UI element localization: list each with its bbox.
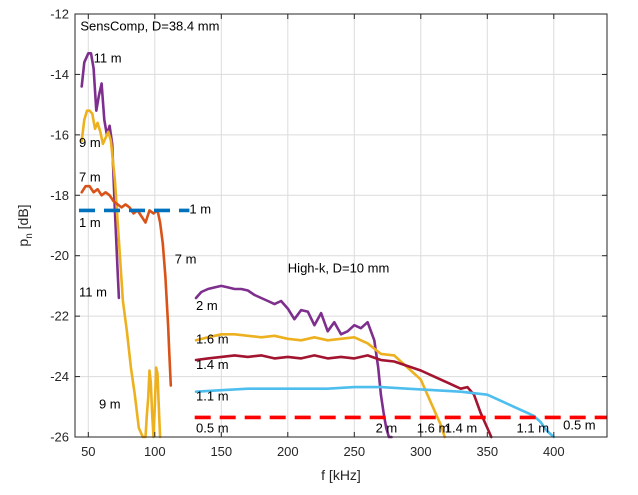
- annotation-label: 0.5 m: [196, 420, 229, 435]
- annotation-label: 1 m: [189, 201, 211, 216]
- annotation-label: 9 m: [99, 396, 121, 411]
- x-tick-label: 200: [277, 444, 299, 459]
- annotation-label: 7 m: [79, 170, 101, 185]
- plot-frame: [74, 13, 608, 438]
- annotation-label: 11 m: [79, 285, 107, 300]
- annotation-label: 1.4 m: [196, 357, 229, 372]
- series-line-high-k-2-m: [194, 284, 393, 439]
- annotation-label: 2 m: [196, 298, 218, 313]
- annotation-label: 11 m: [94, 50, 122, 65]
- y-tick-label: -14: [50, 67, 69, 82]
- x-tick-label: 100: [144, 444, 166, 459]
- axis-ticks: 50 100 150 200 250 300 350 400 -26 -24 -22 -20 -18 -1…: [50, 7, 607, 459]
- annotation-label: SensComp, D=38.4 mm: [80, 19, 219, 34]
- series-line-senscomp-11-m: [80, 51, 121, 300]
- x-axis-title: f [kHz]: [321, 467, 361, 483]
- annotation-label: 0.5 m: [563, 417, 596, 432]
- y-tick-label: -20: [50, 248, 69, 263]
- y-tick-label: -16: [50, 127, 69, 142]
- x-tick-label: 250: [343, 444, 365, 459]
- annotation-label: 1.1 m: [196, 389, 229, 404]
- series-line-high-k-1-6-m: [194, 332, 447, 439]
- series-line-senscomp-9-m: [80, 109, 162, 439]
- annotation-label: 9 m: [79, 135, 101, 150]
- annotation-label: 1.6 m: [417, 420, 450, 435]
- annotation-label: 2 m: [376, 420, 398, 435]
- annotation-label: 7 m: [175, 251, 197, 266]
- y-tick-label: -12: [50, 7, 69, 22]
- annotation-label: 1.4 m: [445, 420, 478, 435]
- annotation-label: 1 m: [79, 215, 101, 230]
- series-line-high-k-1-4-m: [194, 354, 493, 439]
- y-tick-label: -18: [50, 188, 69, 203]
- series-lines: [79, 51, 607, 439]
- y-tick-label: -24: [50, 369, 69, 384]
- y-tick-label: -22: [50, 309, 69, 324]
- x-tick-label: 350: [476, 444, 498, 459]
- y-axis-title: pn [dB]: [15, 204, 35, 246]
- x-tick-label: 300: [410, 444, 432, 459]
- x-tick-label: 50: [81, 444, 95, 459]
- annotations: SensComp, D=38.4 mm High-k, D=10 mm 11 m 9 …: [79, 19, 596, 436]
- x-tick-label: 400: [543, 444, 565, 459]
- annotation-label: High-k, D=10 mm: [288, 260, 390, 275]
- annotation-label: 1.6 m: [196, 331, 229, 346]
- annotation-label: 1.1 m: [517, 420, 550, 435]
- x-tick-label: 150: [210, 444, 232, 459]
- y-tick-label: -26: [50, 430, 69, 445]
